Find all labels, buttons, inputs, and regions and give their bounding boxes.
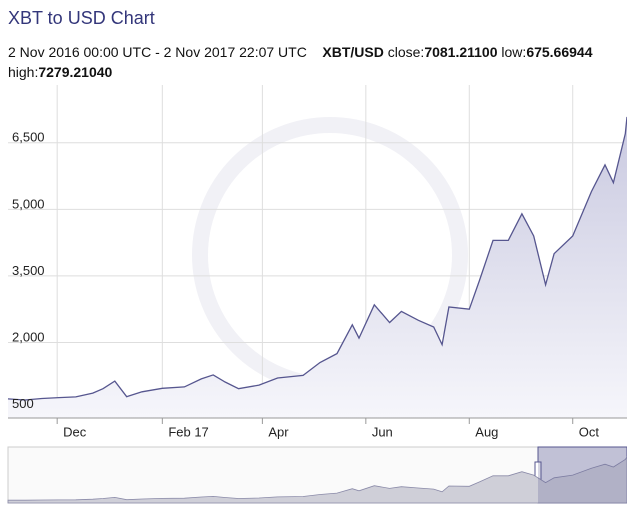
x-tick-label: Jun — [372, 424, 393, 439]
date-range: 2 Nov 2016 00:00 UTC - 2 Nov 2017 22:07 … — [8, 44, 307, 60]
x-tick-label: Feb 17 — [168, 424, 208, 439]
info-line-2: high:7279.21040 — [8, 64, 112, 80]
x-tick-label: Aug — [475, 424, 498, 439]
close-label: close: — [387, 44, 425, 60]
low-label: low: — [501, 44, 527, 60]
chart-title: XBT to USD Chart — [8, 8, 155, 28]
x-tick-label: Apr — [268, 424, 289, 439]
y-tick-label: 5,000 — [12, 196, 45, 211]
y-tick-label: 2,000 — [12, 330, 45, 345]
x-tick-label: Dec — [63, 424, 87, 439]
high-label: high: — [8, 64, 39, 80]
low-value: 675.66944 — [526, 44, 593, 60]
y-tick-label: 3,500 — [12, 263, 45, 278]
high-value: 7279.21040 — [38, 64, 113, 80]
x-tick-label: Oct — [579, 424, 600, 439]
navigator-area — [7, 456, 627, 504]
pair: XBT/USD — [322, 44, 384, 60]
y-tick-label: 6,500 — [12, 130, 45, 145]
area-fill — [8, 116, 627, 419]
info-line: 2 Nov 2016 00:00 UTC - 2 Nov 2017 22:07 … — [8, 44, 593, 60]
y-tick-label: 500 — [12, 396, 34, 411]
navigator-selection-overlay — [538, 447, 627, 503]
price-line — [7, 116, 627, 401]
close-value: 7081.21100 — [424, 44, 498, 60]
